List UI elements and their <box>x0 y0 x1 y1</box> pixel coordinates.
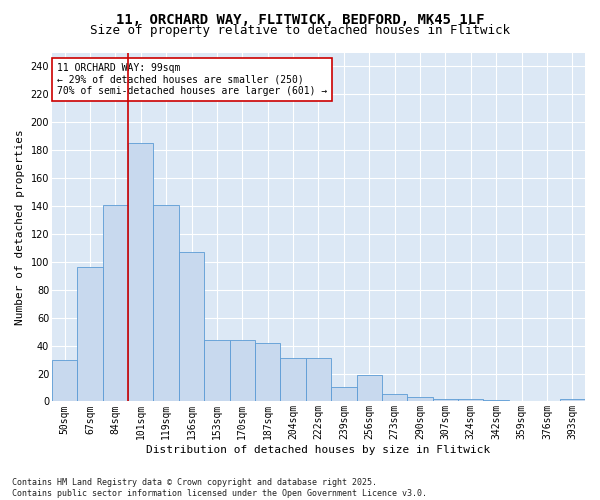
Bar <box>103 204 128 402</box>
Bar <box>52 360 77 402</box>
Bar <box>280 358 306 402</box>
Text: 11, ORCHARD WAY, FLITWICK, BEDFORD, MK45 1LF: 11, ORCHARD WAY, FLITWICK, BEDFORD, MK45… <box>116 12 484 26</box>
Bar <box>77 268 103 402</box>
X-axis label: Distribution of detached houses by size in Flitwick: Distribution of detached houses by size … <box>146 445 491 455</box>
Bar <box>560 398 585 402</box>
Bar <box>255 343 280 402</box>
Text: 11 ORCHARD WAY: 99sqm
← 29% of detached houses are smaller (250)
70% of semi-det: 11 ORCHARD WAY: 99sqm ← 29% of detached … <box>57 63 328 96</box>
Bar <box>407 397 433 402</box>
Bar <box>230 340 255 402</box>
Bar <box>356 375 382 402</box>
Bar <box>154 204 179 402</box>
Bar <box>382 394 407 402</box>
Text: Contains HM Land Registry data © Crown copyright and database right 2025.
Contai: Contains HM Land Registry data © Crown c… <box>12 478 427 498</box>
Text: Size of property relative to detached houses in Flitwick: Size of property relative to detached ho… <box>90 24 510 37</box>
Y-axis label: Number of detached properties: Number of detached properties <box>15 129 25 325</box>
Bar <box>306 358 331 402</box>
Bar <box>128 143 154 402</box>
Bar <box>179 252 204 402</box>
Bar <box>433 398 458 402</box>
Bar <box>484 400 509 402</box>
Bar <box>204 340 230 402</box>
Bar <box>331 388 356 402</box>
Bar <box>458 398 484 402</box>
